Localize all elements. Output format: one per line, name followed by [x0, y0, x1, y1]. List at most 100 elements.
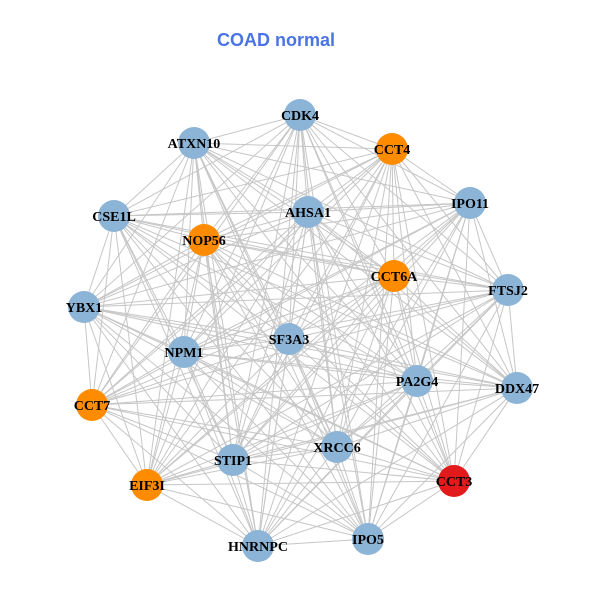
- edge-NOP56-CCT6A: [203, 239, 395, 277]
- node-label-XRCC6: XRCC6: [313, 441, 360, 456]
- edge-CCT7-CCT3: [91, 404, 455, 482]
- edge-YBX1-HNRNPC: [83, 306, 259, 547]
- edge-DDX47-XRCC6: [336, 387, 518, 448]
- edge-NPM1-STIP1: [183, 351, 234, 461]
- edge-CSE1L-SF3A3: [113, 215, 290, 340]
- edge-CDK4-YBX1: [83, 114, 301, 308]
- edge-CCT6A-XRCC6: [336, 275, 395, 448]
- edge-CSE1L-STIP1: [113, 215, 234, 461]
- edge-CDK4-CCT3: [299, 114, 455, 482]
- edge-CDK4-EIF3I: [146, 114, 301, 486]
- edge-CCT3-IPO5: [367, 480, 455, 540]
- edge-YBX1-STIP1: [83, 306, 234, 461]
- edge-NOP56-FTSJ2: [203, 239, 509, 291]
- node-label-PA2G4: PA2G4: [396, 375, 439, 390]
- edge-EIF3I-CCT3: [146, 480, 455, 486]
- node-label-STIP1: STIP1: [214, 454, 252, 469]
- edge-NOP56-CCT3: [203, 239, 455, 482]
- edge-STIP1-CCT3: [232, 459, 455, 482]
- edge-IPO11-NPM1: [183, 202, 471, 353]
- edge-AHSA1-NPM1: [183, 211, 309, 353]
- edge-YBX1-IPO5: [83, 306, 369, 540]
- edge-NOP56-SF3A3: [203, 239, 290, 340]
- edge-NPM1-SF3A3: [183, 338, 290, 353]
- page-title: COAD normal: [216, 30, 335, 50]
- edge-CCT4-YBX1: [83, 148, 393, 308]
- edge-CSE1L-PA2G4: [113, 215, 418, 382]
- node-SF3A3: [273, 323, 305, 355]
- node-PA2G4: [401, 365, 433, 397]
- edge-AHSA1-DDX47: [307, 211, 518, 389]
- node-STIP1: [217, 444, 249, 476]
- edge-DDX47-CCT3: [453, 387, 518, 482]
- edge-CDK4-ATXN10: [193, 114, 301, 144]
- node-NOP56: [188, 224, 220, 256]
- edge-PA2G4-EIF3I: [146, 380, 418, 486]
- edge-AHSA1-NOP56: [203, 211, 309, 241]
- edge-NOP56-IPO5: [203, 239, 369, 540]
- node-label-SF3A3: SF3A3: [269, 333, 309, 348]
- edge-FTSJ2-SF3A3: [288, 289, 509, 340]
- edge-ATXN10-CCT4: [193, 142, 393, 150]
- edge-CCT4-NOP56: [203, 148, 393, 241]
- node-layer: CDK4 ATXN10 CCT4 CSE1L AHSA1 IPO11 NOP56 CCT6A F…: [66, 99, 539, 562]
- node-YBX1: [68, 291, 100, 323]
- edge-CCT6A-IPO5: [367, 275, 395, 540]
- edge-CCT4-STIP1: [232, 148, 393, 461]
- edge-SF3A3-EIF3I: [146, 338, 290, 486]
- node-label-IPO11: IPO11: [451, 197, 489, 212]
- edge-EIF3I-HNRNPC: [146, 484, 259, 547]
- edge-layer: [83, 114, 518, 547]
- node-label-CCT6A: CCT6A: [371, 270, 419, 285]
- edge-ATXN10-CCT3: [193, 142, 455, 482]
- edge-AHSA1-FTSJ2: [307, 211, 509, 291]
- edge-CSE1L-HNRNPC: [113, 215, 259, 547]
- node-DDX47: [501, 372, 533, 404]
- edge-PA2G4-XRCC6: [336, 380, 418, 448]
- edge-AHSA1-CCT7: [91, 211, 309, 406]
- edge-CSE1L-DDX47: [113, 215, 518, 389]
- edge-CSE1L-IPO11: [113, 202, 471, 217]
- edge-NOP56-STIP1: [203, 239, 234, 461]
- edge-IPO11-CCT3: [453, 202, 471, 482]
- node-label-YBX1: YBX1: [66, 301, 103, 316]
- node-label-CCT7: CCT7: [74, 399, 111, 414]
- node-label-NPM1: NPM1: [165, 346, 204, 361]
- edge-PA2G4-CCT7: [91, 380, 418, 406]
- edge-NPM1-HNRNPC: [183, 351, 259, 547]
- edge-XRCC6-IPO5: [336, 446, 369, 540]
- node-IPO5: [352, 523, 384, 555]
- node-ATXN10: [178, 127, 210, 159]
- edge-NOP56-HNRNPC: [203, 239, 259, 547]
- edge-CCT7-HNRNPC: [91, 404, 259, 547]
- edge-CCT6A-DDX47: [393, 275, 518, 389]
- node-CCT6A: [378, 260, 410, 292]
- edge-AHSA1-XRCC6: [307, 211, 338, 448]
- node-label-AHSA1: AHSA1: [285, 206, 331, 221]
- node-CSE1L: [98, 200, 130, 232]
- node-label-HNRNPC: HNRNPC: [228, 540, 288, 555]
- edge-ATXN10-CSE1L: [113, 142, 195, 217]
- edge-CCT6A-FTSJ2: [393, 275, 509, 291]
- edge-CDK4-CCT6A: [299, 114, 395, 277]
- edge-CCT7-XRCC6: [91, 404, 338, 448]
- edge-CSE1L-CCT6A: [113, 215, 395, 277]
- node-label-CCT4: CCT4: [374, 143, 411, 158]
- edge-EIF3I-IPO5: [146, 484, 369, 540]
- node-label-CSE1L: CSE1L: [92, 210, 136, 225]
- edge-CCT4-DDX47: [391, 148, 518, 389]
- edge-ATXN10-HNRNPC: [193, 142, 259, 547]
- edge-NPM1-IPO5: [183, 351, 369, 540]
- node-NPM1: [168, 336, 200, 368]
- edge-ATXN10-YBX1: [83, 142, 195, 308]
- edge-IPO11-EIF3I: [146, 202, 471, 486]
- edge-IPO11-NOP56: [203, 202, 471, 241]
- node-label-CDK4: CDK4: [281, 109, 319, 124]
- edge-ATXN10-AHSA1: [193, 142, 309, 213]
- edge-CDK4-XRCC6: [299, 114, 338, 448]
- edge-HNRNPC-IPO5: [257, 538, 369, 547]
- node-CCT7: [76, 389, 108, 421]
- edge-ATXN10-EIF3I: [146, 142, 195, 486]
